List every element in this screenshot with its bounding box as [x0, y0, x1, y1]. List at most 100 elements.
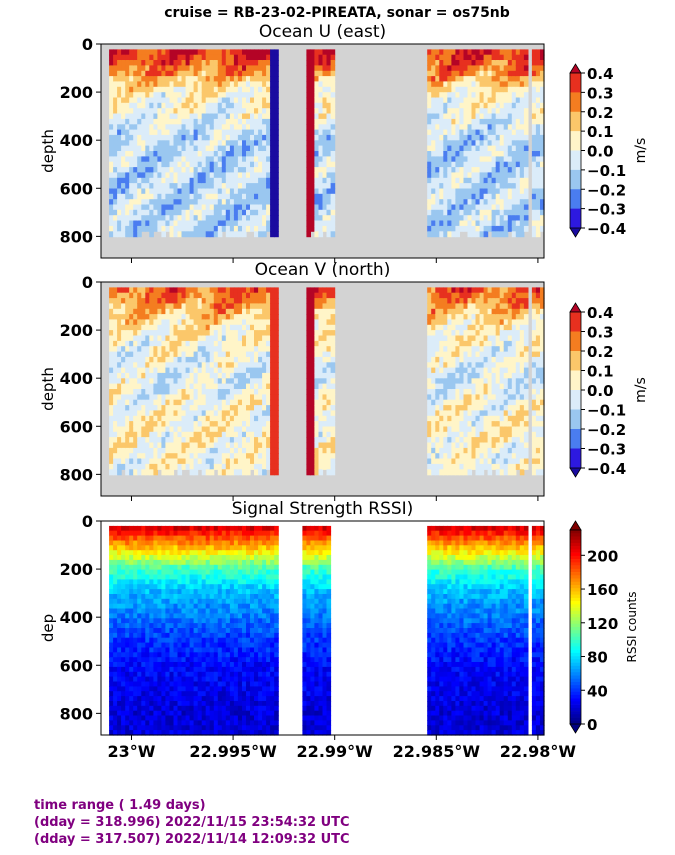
data-cell [439, 410, 444, 417]
data-cell [173, 399, 179, 406]
data-cell [145, 410, 150, 417]
data-cell [431, 426, 436, 433]
data-cell [439, 215, 444, 222]
data-cell [266, 177, 271, 184]
data-cell [330, 383, 336, 390]
data-cell [274, 437, 279, 444]
data-cell [326, 292, 332, 299]
data-cell [471, 140, 477, 147]
data-cell [149, 225, 154, 232]
data-cell [499, 113, 505, 120]
data-cell [274, 421, 279, 428]
data-cell [262, 231, 267, 238]
data-cell [471, 161, 477, 168]
data-cell [129, 308, 134, 315]
data-cell [217, 204, 223, 211]
data-cell [447, 231, 452, 238]
data-cell [137, 81, 142, 88]
data-cell [511, 134, 517, 141]
data-cell [145, 442, 150, 449]
data-cell [169, 60, 175, 66]
data-cell [455, 134, 460, 141]
data-cell [177, 319, 183, 326]
data-cell [137, 188, 142, 195]
data-cell [322, 156, 328, 163]
data-cell [161, 415, 166, 422]
data-cell [435, 65, 440, 72]
data-cell [515, 172, 521, 179]
data-cell [246, 220, 251, 227]
data-cell [169, 231, 175, 238]
data-cell [125, 167, 130, 173]
data-cell [451, 113, 456, 120]
data-cell [145, 124, 150, 131]
data-cell [475, 209, 481, 216]
data-cell [181, 60, 187, 66]
data-cell [173, 231, 179, 238]
data-cell [503, 225, 509, 232]
data-cell [487, 340, 493, 347]
data-cell [503, 167, 509, 173]
data-cell [459, 437, 464, 444]
data-cell [173, 215, 179, 222]
data-cell [443, 287, 448, 294]
data-cell [254, 324, 259, 331]
data-cell [479, 362, 485, 369]
data-cell [270, 108, 275, 115]
data-cell [197, 129, 203, 136]
data-cell [447, 76, 452, 82]
data-cell [487, 113, 493, 120]
data-cell [157, 319, 162, 326]
data-cell [479, 188, 485, 195]
data-cell [463, 81, 469, 88]
data-cell [254, 65, 259, 72]
data-cell [258, 378, 263, 385]
data-cell [266, 129, 271, 136]
data-cell [233, 151, 239, 157]
data-cell [197, 453, 203, 460]
data-cell [121, 102, 126, 109]
data-cell [540, 49, 545, 56]
data-cell [471, 113, 477, 120]
data-cell [435, 81, 440, 88]
data-cell [246, 308, 251, 315]
data-cell [306, 292, 311, 299]
data-cell [237, 351, 243, 358]
data-cell [141, 287, 146, 294]
data-cell [270, 399, 275, 406]
data-cell [318, 447, 324, 454]
data-cell [250, 308, 255, 315]
data-cell [459, 410, 464, 417]
data-cell [515, 209, 521, 216]
data-cell [511, 70, 517, 77]
data-cell [225, 410, 231, 417]
data-cell [507, 209, 513, 216]
data-cell [117, 399, 122, 406]
data-cell [475, 292, 481, 299]
data-cell [149, 204, 154, 211]
data-cell [326, 431, 332, 438]
data-cell [447, 199, 452, 206]
data-cell [274, 220, 279, 227]
data-cell [229, 151, 235, 157]
data-cell [209, 118, 215, 125]
data-cell [161, 113, 166, 120]
data-cell [483, 145, 489, 152]
data-cell [471, 431, 477, 438]
data-cell [237, 447, 243, 454]
data-cell [129, 76, 134, 82]
data-cell [431, 60, 436, 66]
data-cell [221, 324, 227, 331]
data-cell [213, 308, 219, 315]
data-cell [326, 308, 332, 315]
data-cell [475, 156, 481, 163]
data-cell [455, 124, 460, 131]
data-cell [471, 102, 477, 109]
data-cell [201, 97, 207, 104]
data-cell [149, 421, 154, 428]
data-cell [181, 113, 187, 120]
data-cell [157, 378, 162, 385]
data-cell [225, 335, 231, 342]
data-cell [487, 81, 493, 88]
data-cell [141, 330, 146, 337]
